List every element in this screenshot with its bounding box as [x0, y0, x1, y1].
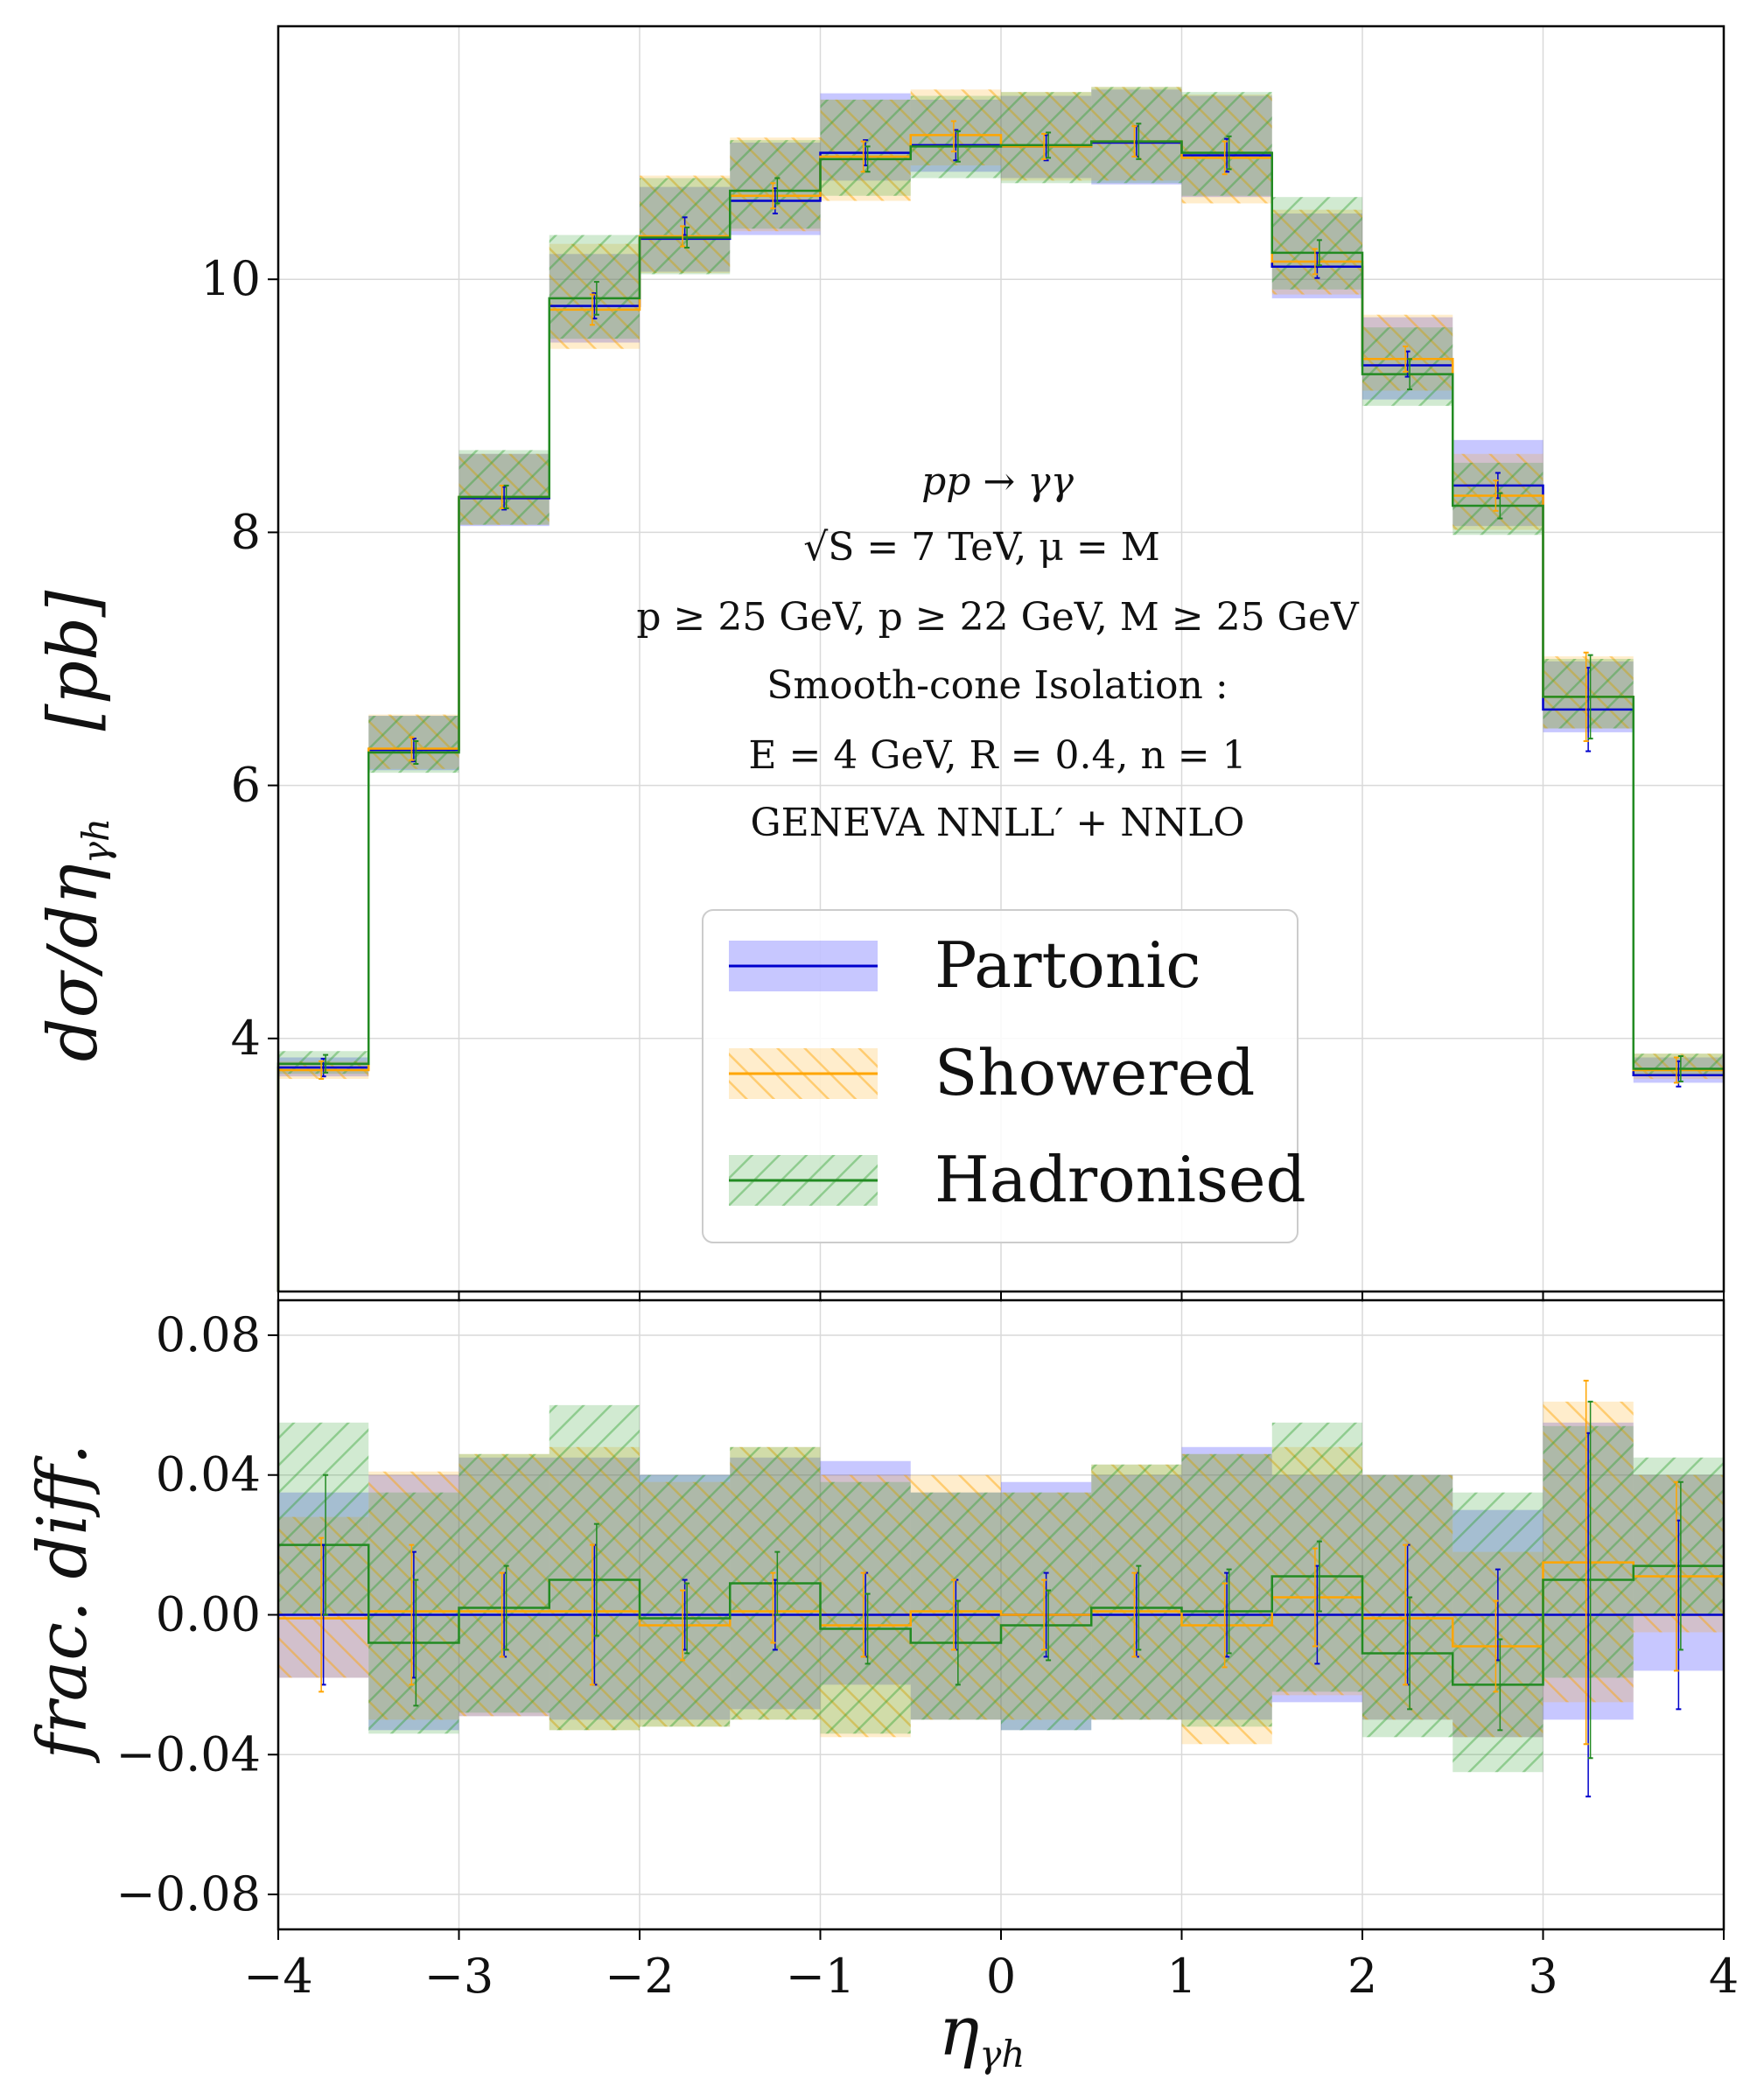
y-tick-label: 0.04 [156, 1447, 261, 1502]
x-tick-label: −4 [243, 1949, 313, 2004]
ratio-y-ticks: −0.08 −0.04 0.00 0.04 0.08 [116, 1307, 278, 1922]
x-tick-label: −3 [424, 1949, 494, 2004]
ratio-error-bars [318, 1379, 1684, 1798]
band-hadronised [730, 140, 821, 229]
legend-label-partonic: Partonic [934, 928, 1201, 1002]
y-tick-label: 4 [231, 1011, 261, 1066]
annotation-isolation-params: E = 4 GeV, R = 0.4, n = 1 [748, 733, 1246, 778]
ratio-y-axis-label: frac. diff. [24, 1444, 102, 1764]
annotation-isolation: Smooth-cone Isolation : [766, 663, 1228, 708]
annotation-energy-scale: √S = 7 TeV, μ = M [803, 525, 1160, 570]
x-tick-label: 0 [986, 1949, 1016, 2004]
y-tick-label: 10 [200, 251, 261, 306]
main-y-ticks: 4 6 8 10 [200, 251, 1725, 1302]
y-tick-label: 6 [231, 758, 261, 813]
main-error-bars [318, 120, 1684, 1088]
legend-label-showered: Showered [934, 1036, 1255, 1110]
y-tick-label: 8 [231, 504, 261, 559]
main-step-lines [276, 134, 1724, 1292]
x-tick-label: 3 [1528, 1949, 1558, 2004]
x-ticks: −4 −3 −2 −1 0 1 2 3 4 [243, 1929, 1739, 2004]
annotation-process: pp → γγ [921, 459, 1074, 504]
legend-item-hadronised: Hadronised [729, 1143, 1306, 1216]
ratio-plot-frame [276, 1298, 1726, 1931]
y-tick-label: −0.04 [116, 1726, 261, 1782]
ratio-panel: −0.08 −0.04 0.00 0.04 0.08 −4 −3 −2 −1 0 1 2 3 4 fra… [24, 1298, 1739, 2076]
x-tick-label: 4 [1709, 1949, 1739, 2004]
main-y-axis-label: dσ/dηγh [pb] [34, 590, 117, 1061]
x-tick-label: 2 [1348, 1949, 1377, 2004]
x-tick-label: −2 [605, 1949, 675, 2004]
annotation-cuts: p ≥ 25 GeV, p ≥ 22 GeV, M ≥ 25 GeV [636, 595, 1360, 640]
x-tick-label: −1 [786, 1949, 856, 2004]
annotation-generator: GENEVA NNLL′ + NNLO [751, 801, 1245, 845]
main-y-axis-label-unit: [pb] [34, 590, 113, 731]
legend-label-hadronised: Hadronised [934, 1143, 1306, 1216]
main-y-axis-label-main: dσ/dηγh [34, 818, 117, 1061]
y-tick-label: −0.08 [116, 1866, 261, 1922]
legend-item-showered: Showered [729, 1036, 1255, 1110]
x-tick-label: 1 [1166, 1949, 1196, 2004]
ratio-uncertainty-bands [278, 1401, 1724, 1773]
line-hadronised [276, 140, 1724, 1292]
legend: Partonic Showered Hadronised [702, 909, 1306, 1243]
y-tick-label: 0.08 [156, 1307, 261, 1362]
line-hadronised [278, 1544, 1724, 1686]
physics-annotation: pp → γγ √S = 7 TeV, μ = M p ≥ 25 GeV, p … [636, 459, 1360, 845]
main-panel: 4 6 8 10 pp → γγ √S = 7 TeV, μ = M p ≥ 25 G… [34, 24, 1726, 1302]
legend-item-partonic: Partonic [729, 928, 1201, 1002]
band-hadronised [549, 234, 640, 340]
x-axis-label: ηγh [939, 1992, 1026, 2076]
main-plot-frame [276, 24, 1726, 1293]
y-tick-label: 0.00 [156, 1587, 261, 1642]
